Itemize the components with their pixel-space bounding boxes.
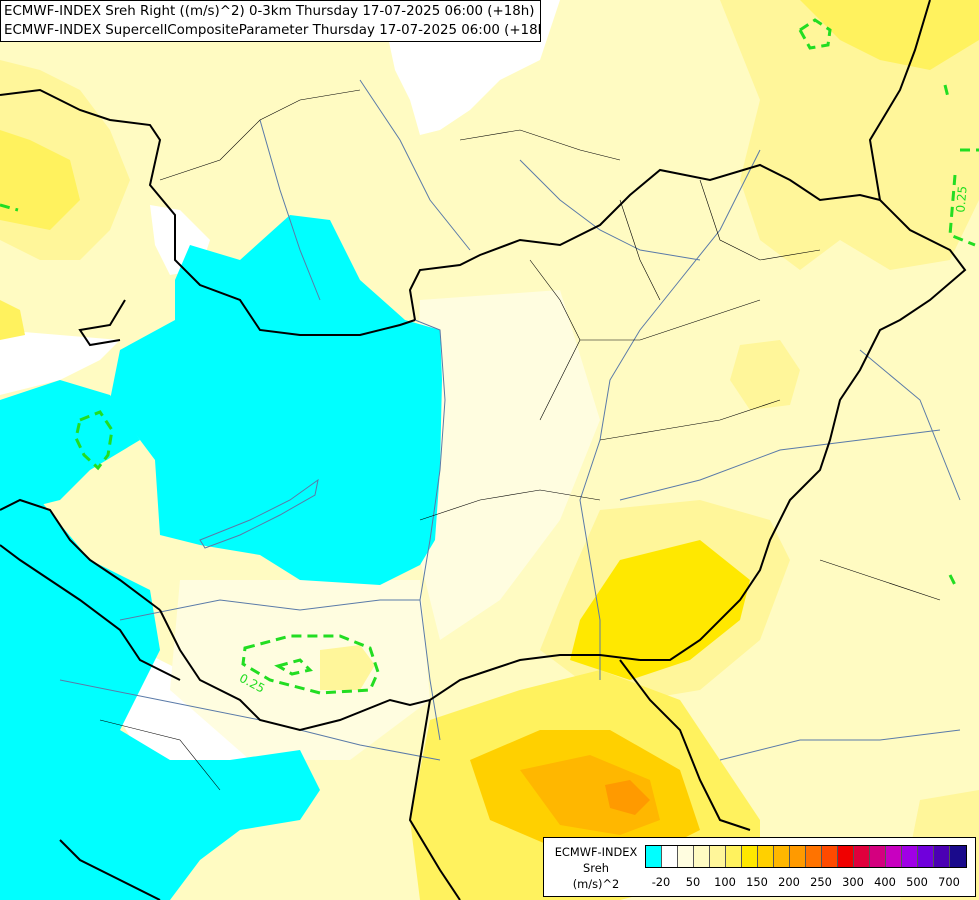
legend-swatch (918, 846, 934, 867)
legend-swatch (790, 846, 806, 867)
cyan-area-central (110, 215, 442, 585)
border-hungary-east (640, 199, 967, 661)
river-danube (414, 319, 446, 741)
legend-swatch (806, 846, 822, 867)
legend-tick-label: 700 (938, 875, 960, 889)
yellow-area-east-blob (730, 340, 800, 410)
admin-line-5 (619, 199, 661, 301)
legend-tick-label: 250 (810, 875, 832, 889)
map-title-line-2: ECMWF-INDEX SupercellCompositeParameter … (4, 23, 541, 38)
river-lake-balaton (199, 478, 319, 549)
legend-swatch (822, 846, 838, 867)
legend-swatch (854, 846, 870, 867)
legend-swatch (694, 846, 710, 867)
legend-tick-label: 300 (842, 875, 864, 889)
river-tisza (579, 149, 761, 680)
yellow-area-northeast (720, 0, 979, 270)
legend-title-line-3: (m/s)^2 (572, 877, 620, 891)
legend-swatch (678, 846, 694, 867)
legend-tick-label: 100 (714, 875, 736, 889)
legend-swatch (902, 846, 918, 867)
map-title-box: ECMWF-INDEX Sreh Right ((m/s)^2) 0-3km T… (0, 0, 541, 42)
legend-tick-label: 150 (746, 875, 768, 889)
legend-swatch (934, 846, 950, 867)
white-area-west (0, 330, 120, 395)
scp-contour-northeast (798, 18, 832, 50)
cyan-area-west (0, 380, 140, 520)
scp-contour-west (74, 410, 114, 471)
legend-swatch (950, 846, 966, 867)
river-east (859, 349, 961, 501)
rivers (59, 79, 961, 761)
scp-contours (0, 18, 979, 695)
legend-swatch (758, 846, 774, 867)
yellow-area-south-east-core (570, 540, 750, 680)
admin-line-8 (459, 129, 621, 161)
river-northeast (519, 159, 701, 261)
legend-ticks: -20 50 100 150 200 250 300 400 500 700 (544, 875, 977, 891)
legend-tick-label: 200 (778, 875, 800, 889)
color-legend: ECMWF-INDEX Sreh (m/s)^2 -20 50 100 150 200 2… (543, 837, 976, 897)
admin-line-3 (599, 399, 781, 441)
admin-line-7 (159, 89, 361, 181)
border-south-bosnia (408, 699, 461, 900)
legend-title-line-1: ECMWF-INDEX (554, 845, 638, 859)
scp-contour-east (948, 148, 979, 247)
border-north-east (868, 0, 931, 201)
admin-lines (99, 89, 941, 791)
orange-area-south-core (520, 755, 660, 835)
border-south-serbia (619, 659, 751, 831)
legend-swatch (646, 846, 662, 867)
legend-tick-label: 50 (685, 875, 701, 889)
map-title-line-1: ECMWF-INDEX Sreh Right ((m/s)^2) 0-3km T… (4, 4, 535, 19)
border-north (0, 88, 416, 336)
legend-title-line-2: Sreh (583, 861, 609, 875)
scp-contour-south (241, 634, 380, 695)
legend-swatch (886, 846, 902, 867)
border-southwest (59, 839, 161, 900)
admin-line-4 (419, 489, 601, 521)
yellow-area-northeast-core (800, 0, 979, 70)
legend-swatches (645, 845, 967, 868)
legend-tick-label: 400 (874, 875, 896, 889)
scp-contour-label-right: 0.25 (953, 185, 969, 213)
legend-swatch (710, 846, 726, 867)
border-west-2 (0, 544, 181, 681)
legend-tick-label: -20 (651, 875, 671, 889)
yellow-area-contour-blob (320, 645, 375, 690)
admin-line-2 (580, 299, 761, 341)
river-north (359, 79, 471, 251)
legend-swatch (742, 846, 758, 867)
yellow-area-northwest-core (0, 130, 80, 230)
admin-line-9 (99, 719, 221, 791)
border-hungary-south (159, 609, 641, 732)
scp-contour-west-edge (0, 203, 19, 212)
admin-line-10 (819, 559, 941, 601)
river-mures (619, 429, 941, 501)
admin-line-6 (699, 179, 821, 261)
scp-contour-far-east (943, 84, 950, 98)
legend-swatch (662, 846, 678, 867)
yellow-area-west-small (0, 300, 25, 340)
scp-contour-east-edge (948, 574, 957, 586)
river-drava (119, 599, 420, 621)
legend-title: ECMWF-INDEX Sreh (m/s)^2 (549, 844, 643, 892)
legend-tick-label: 500 (906, 875, 928, 889)
border-west-1 (0, 498, 161, 611)
legend-swatch (774, 846, 790, 867)
legend-swatch (726, 846, 742, 867)
river-southeast (719, 729, 961, 761)
legend-swatch (870, 846, 886, 867)
pale-area-center (415, 290, 600, 640)
scp-contour-south-inner (274, 658, 313, 676)
legend-swatch (838, 846, 854, 867)
river-west (259, 119, 321, 301)
border-hungary-slovakia (408, 163, 881, 321)
orange-area-south-peak (605, 780, 650, 815)
border-west-3 (78, 299, 126, 347)
